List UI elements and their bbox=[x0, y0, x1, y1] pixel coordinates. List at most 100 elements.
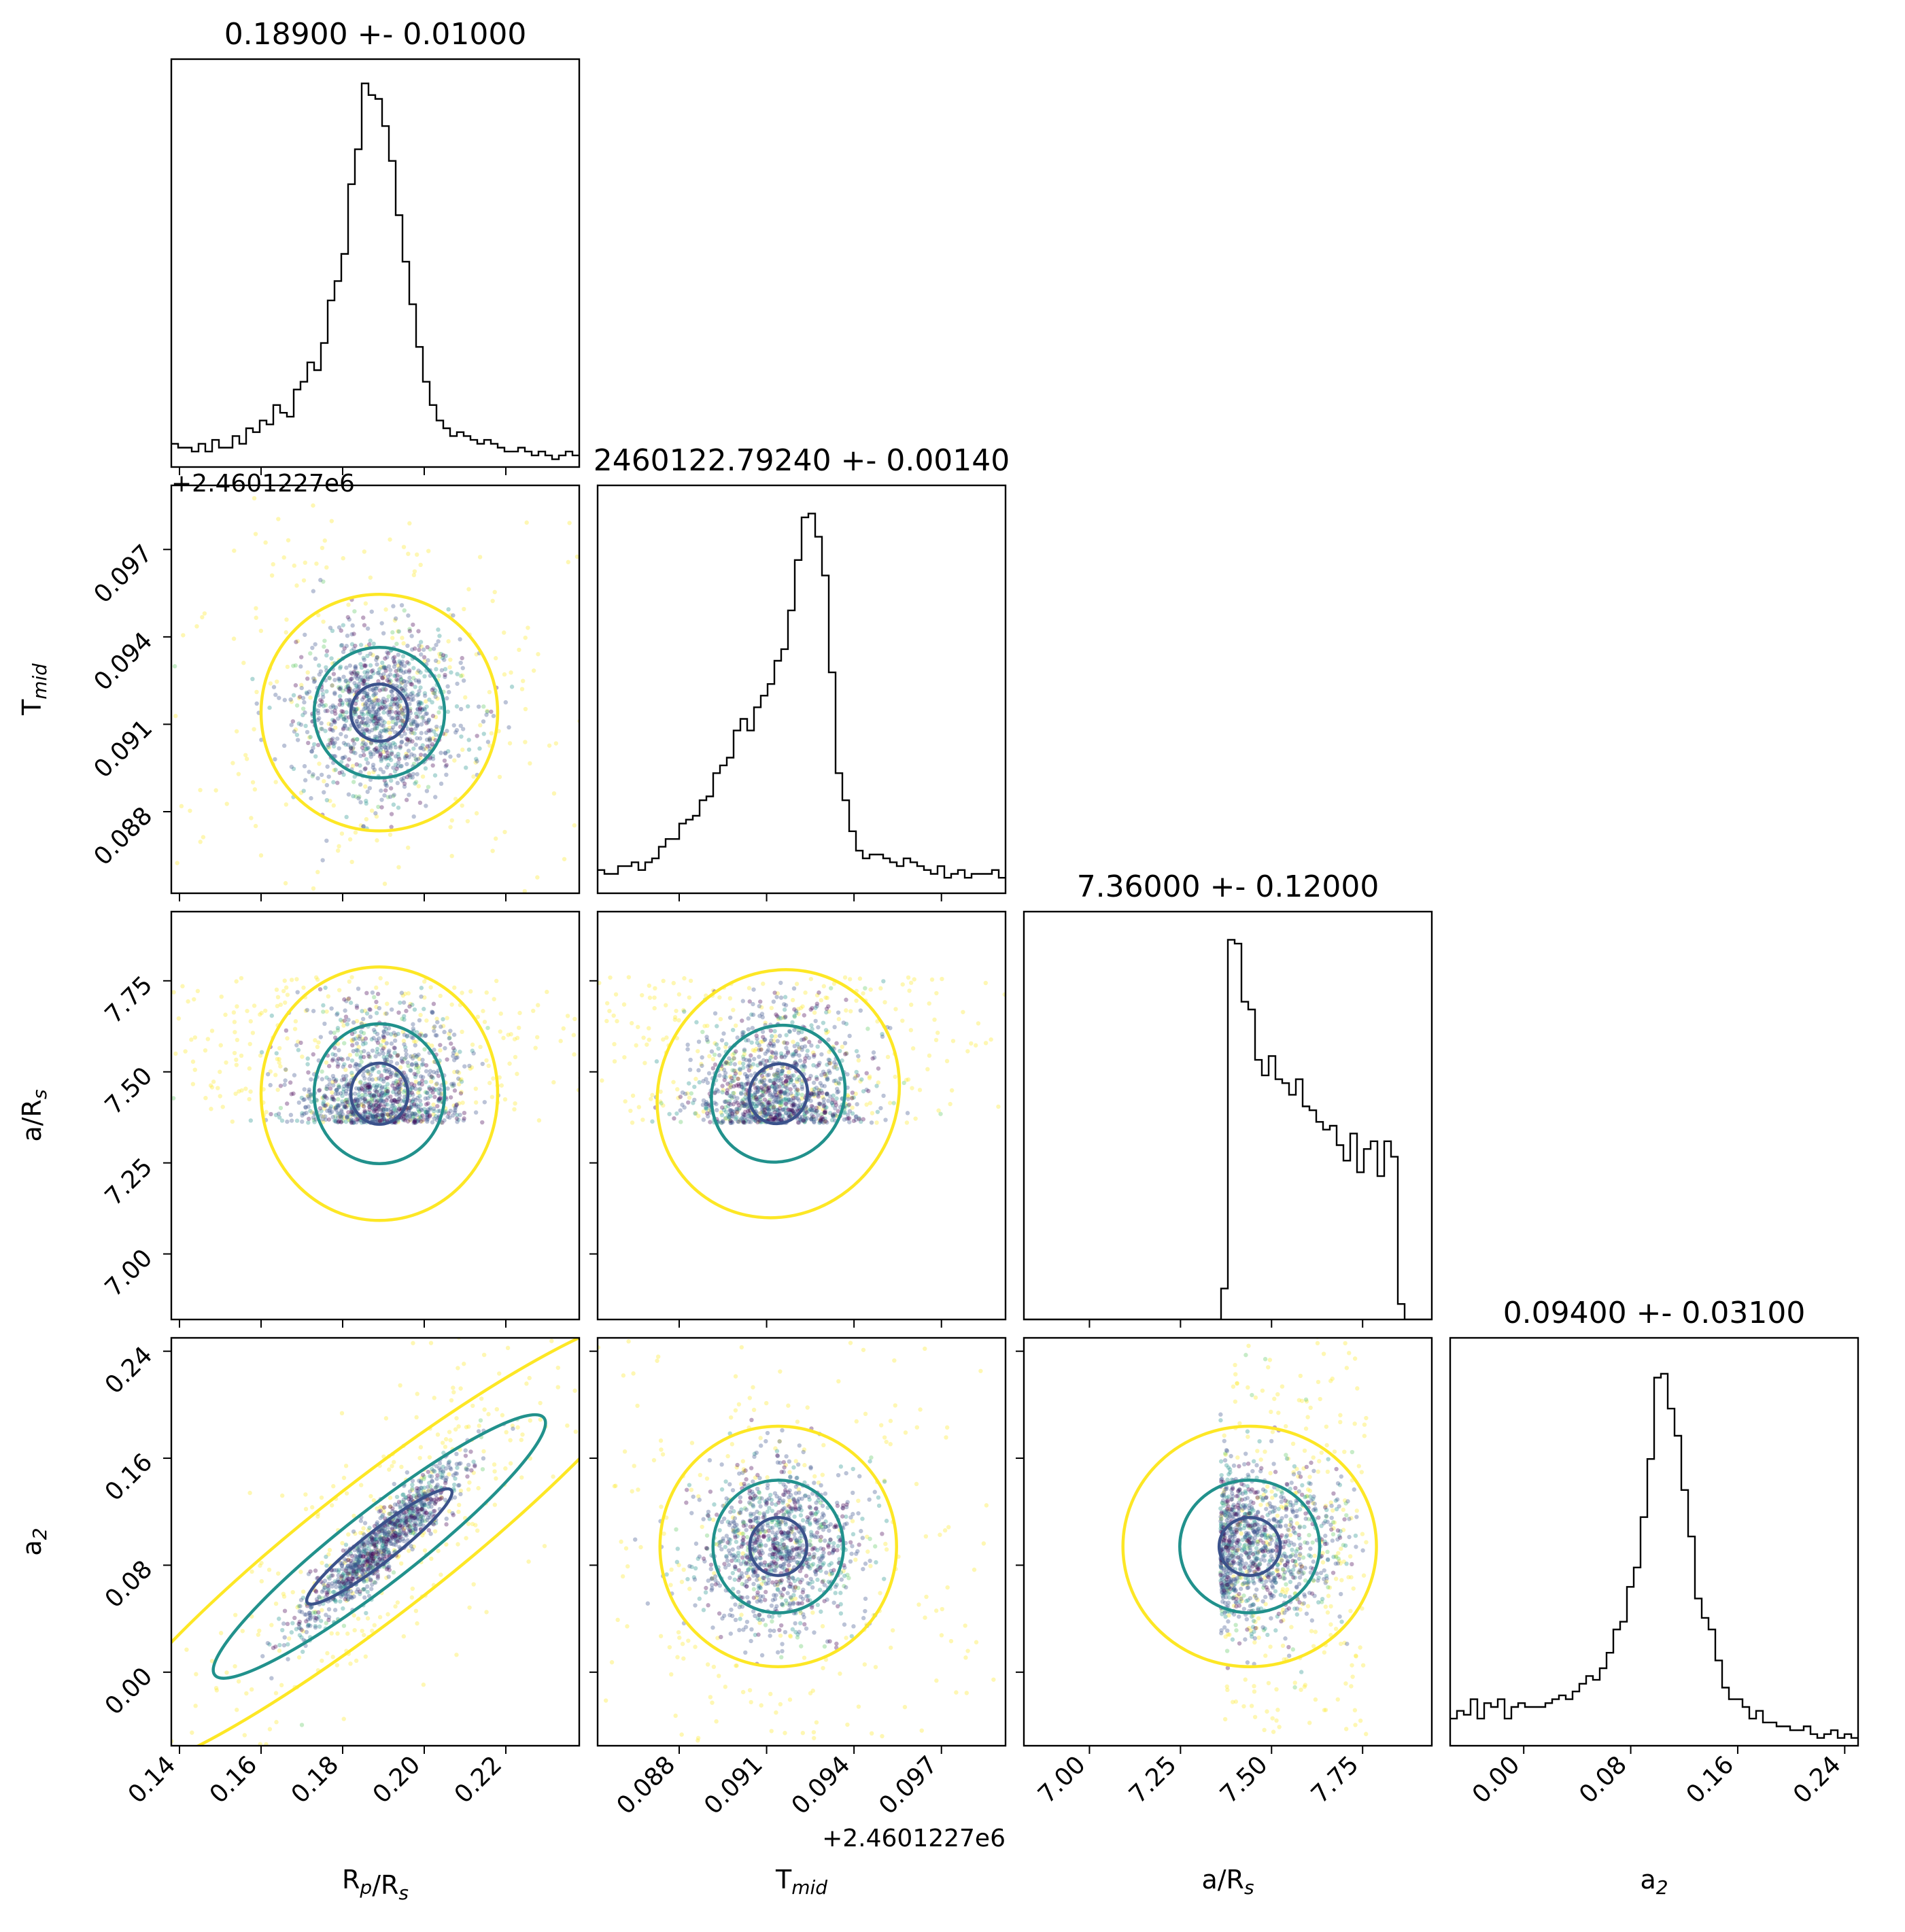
scatter-point bbox=[730, 1109, 735, 1114]
scatter-point bbox=[389, 1103, 394, 1108]
scatter-point bbox=[749, 1114, 753, 1119]
scatter-point bbox=[730, 1068, 735, 1073]
scatter-point bbox=[564, 996, 568, 1000]
scatter-point bbox=[433, 694, 438, 700]
scatter-point bbox=[661, 978, 666, 984]
scatter-point bbox=[362, 674, 368, 679]
scatter-point bbox=[776, 1118, 780, 1122]
scatter-point bbox=[320, 727, 324, 731]
scatter-point bbox=[773, 1086, 778, 1091]
scatter-point bbox=[824, 1006, 829, 1012]
scatter-point bbox=[339, 714, 343, 719]
scatter-point bbox=[519, 1475, 524, 1480]
scatter-point bbox=[853, 1114, 859, 1120]
scatter-point bbox=[721, 1120, 725, 1124]
scatter-point bbox=[376, 708, 381, 712]
scatter-point bbox=[426, 717, 432, 722]
scatter-point bbox=[743, 1082, 749, 1087]
scatter-point bbox=[823, 1110, 827, 1115]
scatter-point bbox=[753, 1048, 757, 1053]
scatter-point bbox=[358, 1097, 363, 1102]
scatter-point bbox=[407, 793, 411, 797]
scatter-point bbox=[366, 1051, 371, 1056]
scatter-point bbox=[443, 653, 448, 659]
scatter-point bbox=[396, 760, 401, 765]
scatter-point bbox=[825, 1077, 830, 1082]
scatter-point bbox=[379, 621, 384, 625]
scatter-point bbox=[301, 1649, 305, 1654]
scatter-point bbox=[377, 1036, 381, 1041]
scatter-point bbox=[458, 1050, 462, 1054]
scatter-point bbox=[395, 716, 400, 721]
scatter-point bbox=[327, 1589, 332, 1595]
scatter-point bbox=[390, 636, 395, 640]
scatter-point bbox=[536, 652, 540, 657]
scatter-point bbox=[452, 985, 457, 990]
scatter-point bbox=[294, 703, 300, 708]
scatter-point bbox=[341, 1475, 347, 1481]
scatter-point bbox=[377, 717, 381, 722]
scatter-point bbox=[405, 845, 411, 850]
scatter-point bbox=[464, 1536, 468, 1540]
scatter-point bbox=[785, 1049, 791, 1054]
scatter-point bbox=[1207, 1037, 1211, 1041]
scatter-point bbox=[709, 1049, 715, 1054]
scatter-point bbox=[504, 1430, 509, 1435]
scatter-point bbox=[526, 625, 530, 630]
scatter-point bbox=[381, 1107, 386, 1112]
scatter-point bbox=[320, 1120, 326, 1124]
scatter-point bbox=[399, 734, 404, 739]
scatter-point bbox=[341, 727, 346, 731]
scatter-point bbox=[480, 1061, 485, 1067]
scatter-point bbox=[381, 1104, 386, 1109]
scatter-point bbox=[340, 1572, 345, 1577]
scatter-point bbox=[764, 1058, 770, 1063]
scatter-point bbox=[773, 1055, 778, 1060]
scatter-point bbox=[826, 1057, 831, 1063]
scatter-point bbox=[770, 1050, 776, 1056]
scatter-point bbox=[724, 1099, 729, 1104]
scatter-point bbox=[390, 719, 395, 725]
scatter-point bbox=[437, 651, 442, 657]
scatter-point bbox=[509, 685, 515, 689]
scatter-point bbox=[786, 1111, 791, 1116]
scatter-point bbox=[345, 1115, 349, 1120]
scatter-point bbox=[402, 1521, 407, 1525]
scatter-point bbox=[354, 1120, 359, 1125]
scatter-point bbox=[838, 1076, 842, 1081]
scatter-point bbox=[759, 1102, 764, 1107]
scatter-point bbox=[110, 950, 114, 954]
scatter-point bbox=[475, 759, 479, 763]
scatter-point bbox=[409, 1104, 414, 1109]
scatter-point bbox=[360, 1587, 366, 1592]
scatter-point bbox=[353, 1091, 358, 1096]
scatter-point bbox=[351, 780, 356, 784]
scatter-point bbox=[355, 1099, 360, 1104]
scatter-point bbox=[566, 559, 570, 565]
scatter-point bbox=[746, 1114, 751, 1118]
scatter-point bbox=[725, 1103, 731, 1109]
scatter-point bbox=[341, 1606, 345, 1611]
scatter-point bbox=[385, 1082, 390, 1087]
scatter-point bbox=[652, 995, 657, 1000]
scatter-point bbox=[349, 1117, 354, 1122]
scatter-point bbox=[282, 1082, 287, 1087]
scatter-point bbox=[446, 607, 451, 612]
scatter-point bbox=[340, 1057, 345, 1062]
scatter-point bbox=[761, 1110, 766, 1115]
scatter-point bbox=[379, 734, 383, 739]
scatter-point bbox=[474, 757, 479, 761]
scatter-point bbox=[312, 676, 317, 682]
scatter-point bbox=[366, 1084, 372, 1088]
scatter-point bbox=[407, 1114, 412, 1119]
scatter-point bbox=[368, 1092, 374, 1097]
scatter-point bbox=[760, 1039, 766, 1044]
scatter-point bbox=[344, 710, 349, 715]
scatter-point bbox=[430, 714, 436, 719]
scatter-point bbox=[772, 1116, 778, 1121]
scatter-point bbox=[387, 712, 392, 717]
scatter-point bbox=[460, 666, 465, 670]
scatter-point bbox=[768, 1111, 773, 1116]
scatter-point bbox=[352, 1627, 357, 1633]
scatter-point bbox=[224, 1761, 228, 1765]
